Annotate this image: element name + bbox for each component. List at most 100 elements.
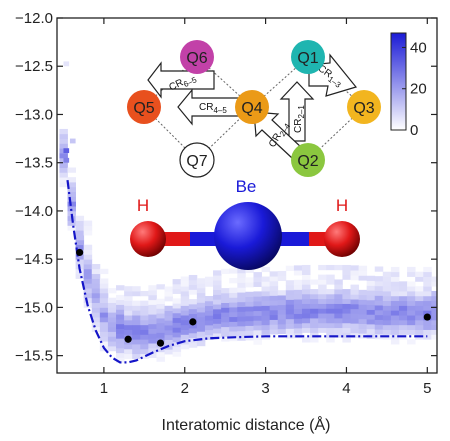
heatmap-cell	[156, 284, 165, 290]
heatmap-cell	[67, 196, 76, 202]
heatmap-cell	[374, 324, 384, 330]
heatmap-cell	[67, 206, 76, 212]
heatmap-cell	[310, 279, 319, 285]
heatmap-cell	[326, 318, 335, 324]
heatmap-cell	[334, 284, 343, 290]
heatmap-cell	[390, 300, 400, 306]
heatmap-cell	[415, 319, 424, 326]
heatmap-cell	[83, 244, 93, 250]
heatmap-cell	[301, 289, 311, 295]
heatmap-cell	[261, 329, 271, 335]
heatmap-cell	[431, 310, 437, 316]
heatmap-cell	[326, 274, 335, 280]
heatmap-cell	[237, 296, 246, 303]
heatmap-cell	[285, 299, 295, 305]
heatmap-cell	[366, 280, 376, 286]
heatmap-cell	[277, 270, 287, 277]
heatmap-cell	[140, 310, 149, 316]
heatmap-cell	[204, 296, 214, 302]
colorbar-ticks: 0 20 40	[402, 39, 427, 139]
heatmap-cell	[172, 351, 182, 357]
h-label-right: H	[336, 196, 348, 215]
heatmap-cell	[358, 309, 368, 315]
heatmap-cell	[350, 289, 359, 295]
heatmap-cell	[67, 220, 76, 226]
y-tick-label: −14.0	[15, 203, 53, 220]
heatmap-cell	[253, 329, 262, 336]
heatmap-cell	[382, 295, 392, 302]
heatmap-cell	[213, 284, 222, 291]
heatmap-cell	[83, 249, 93, 255]
heatmap-cell	[99, 268, 109, 275]
heatmap-cell	[293, 270, 303, 276]
heatmap-cell	[188, 274, 198, 281]
heatmap-cell	[342, 289, 351, 295]
heatmap-cell	[180, 344, 190, 350]
heatmap-cell	[399, 286, 408, 292]
heatmap-cell	[221, 336, 230, 342]
heatmap-cell	[358, 289, 368, 296]
heatmap-cell	[301, 293, 311, 300]
heatmap-cell	[237, 292, 246, 298]
heatmap-cell	[172, 288, 182, 294]
heatmap-cell	[382, 271, 392, 277]
heatmap-cell	[67, 177, 76, 183]
heatmap-cell	[180, 329, 190, 335]
heatmap-cell	[253, 291, 262, 297]
heatmap-cell	[213, 313, 222, 319]
heatmap-cell	[99, 312, 109, 318]
heatmap-cell	[75, 235, 85, 241]
heatmap-cell	[390, 281, 400, 287]
heatmap-cell	[253, 305, 262, 312]
heatmap-cell	[277, 295, 287, 301]
heatmap-cell	[59, 133, 68, 139]
heatmap-cell	[91, 302, 101, 308]
heatmap-cell	[164, 339, 174, 345]
heatmap-cell	[213, 318, 222, 324]
heatmap-cell	[285, 265, 295, 271]
heatmap-cell	[132, 353, 141, 359]
heatmap-cell	[59, 177, 68, 183]
heatmap-cell	[116, 285, 125, 291]
heatmap-cell	[221, 302, 230, 308]
heatmap-cell	[350, 313, 359, 319]
heatmap-cell	[63, 148, 70, 154]
heatmap-cell	[407, 315, 416, 321]
heatmap-cell	[164, 305, 174, 312]
colorbar-tick-label: 20	[410, 81, 427, 98]
heatmap-cell	[318, 293, 327, 300]
heatmap-cell	[269, 295, 279, 301]
heatmap-cell	[229, 311, 238, 318]
heatmap-cell	[229, 278, 238, 284]
heatmap-cell	[148, 347, 157, 354]
heatmap-cell	[196, 340, 206, 347]
heatmap-cell	[221, 317, 230, 323]
heatmap-cell	[301, 269, 311, 276]
heatmap-cell	[366, 328, 376, 335]
heatmap-cell	[390, 305, 400, 311]
heatmap-cell	[221, 268, 230, 275]
heatmap-cell	[366, 323, 376, 330]
heatmap-cell	[399, 310, 408, 316]
y-tick-label: −15.0	[15, 299, 53, 316]
heatmap-cell	[148, 323, 157, 330]
heatmap-cell	[269, 305, 279, 311]
heatmap-cell	[148, 314, 157, 320]
heatmap-cell	[180, 334, 190, 340]
heatmap-cell	[83, 292, 93, 299]
heatmap-cell	[277, 319, 287, 325]
heatmap-cell	[188, 342, 198, 348]
heatmap-cell	[261, 305, 271, 311]
heatmap-cell	[132, 291, 141, 297]
heatmap-cell	[156, 303, 165, 309]
heatmap-cell	[124, 329, 133, 335]
node-q4: Q4	[235, 90, 269, 124]
heatmap-cell	[156, 313, 165, 319]
heatmap-cell	[293, 299, 303, 305]
heatmap-cell	[423, 295, 432, 302]
heatmap-cell	[407, 305, 416, 311]
heatmap-cell	[188, 337, 198, 343]
node-q5: Q5	[127, 90, 161, 124]
heatmap-cell	[301, 298, 311, 304]
